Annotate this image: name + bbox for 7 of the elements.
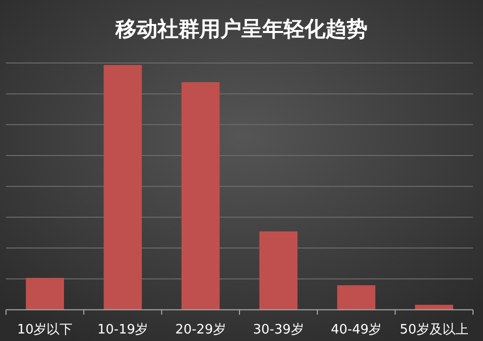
chart-title: 移动社群用户呈年轻化趋势 [114, 17, 368, 41]
x-tick-label: 10岁以下 [17, 322, 73, 338]
x-tick-label: 30-39岁 [253, 322, 304, 338]
x-tick-label: 20-29岁 [175, 322, 226, 338]
x-tick-label: 50岁及以上 [400, 322, 468, 338]
x-tick-label: 10-19岁 [97, 322, 148, 338]
x-tick-label: 40-49岁 [330, 322, 382, 338]
